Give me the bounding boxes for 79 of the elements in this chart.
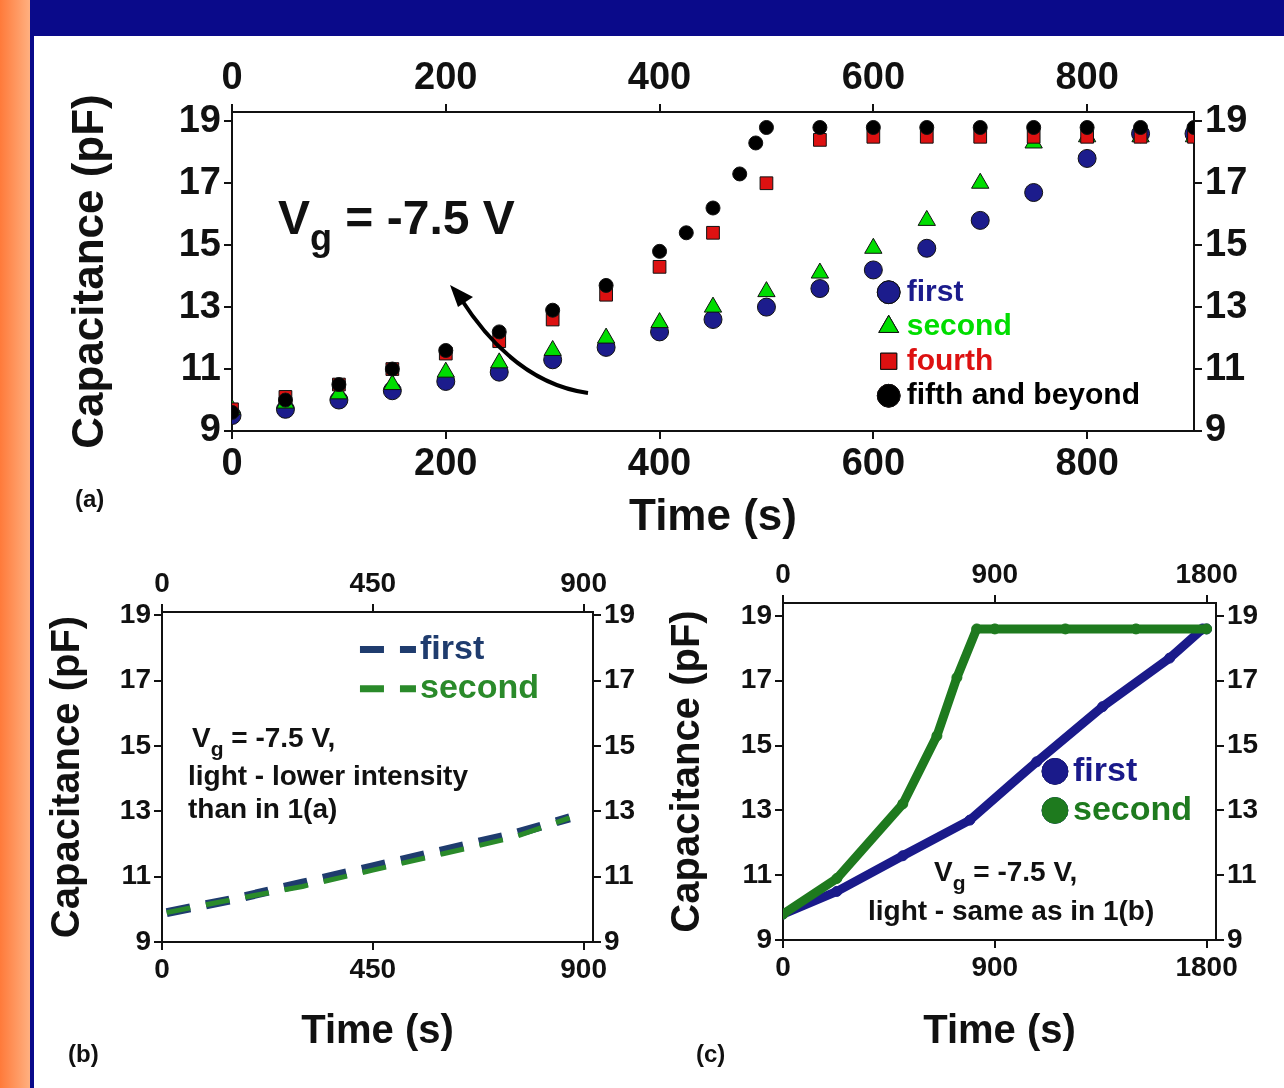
x2-tick-label: 200	[414, 54, 478, 97]
x2-tick-label: 900	[560, 566, 607, 598]
y2-tick-label: 11	[1227, 857, 1257, 889]
x-tick-label: 0	[154, 952, 170, 984]
y2-tick-label: 17	[1227, 663, 1259, 695]
x2-tick-label: 450	[349, 566, 397, 598]
y2-tick-label: 13	[1227, 793, 1259, 825]
y-tick-label: 9	[135, 924, 151, 956]
y2-tick-label: 15	[1205, 221, 1248, 264]
x-tick-label: 900	[560, 952, 607, 984]
x-tick-label: 0	[221, 441, 243, 484]
y-tick-label: 19	[119, 597, 151, 629]
x-tick-label: 900	[971, 950, 1019, 982]
y-tick-label: 9	[199, 407, 221, 450]
y-tick-label: 13	[119, 794, 151, 826]
text: (b)	[68, 1040, 99, 1068]
x-axis-title: Time (s)	[301, 1007, 454, 1052]
y2-tick-label: 19	[1227, 598, 1259, 630]
y-tick-label: 13	[178, 283, 221, 326]
annotation: V$_{g}$ = -7.5 V,	[192, 722, 336, 762]
x-tick-label: 450	[349, 952, 397, 984]
y-tick-label: 11	[121, 859, 151, 891]
legend-label: second	[1072, 788, 1193, 827]
legend-label: first	[906, 273, 964, 307]
y-axis-title: Capacitance (pF)	[43, 615, 88, 939]
annotation: light - lower intensity	[188, 760, 469, 792]
y2-tick-label: 15	[604, 728, 636, 760]
y-tick-label: 15	[178, 221, 221, 264]
y2-tick-label: 13	[604, 794, 636, 826]
x2-tick-label: 400	[627, 54, 692, 97]
y2-tick-label: 9	[1205, 407, 1227, 450]
y-tick-label: 19	[178, 97, 221, 140]
y2-tick-label: 9	[604, 924, 620, 956]
y2-tick-label: 11	[604, 859, 634, 891]
y2-tick-label: 11	[1205, 345, 1246, 388]
y-tick-label: 19	[740, 598, 772, 630]
annotation: light - same as in 1(b)	[868, 895, 1155, 927]
annotation: than in 1(a)	[188, 793, 338, 825]
x-axis-title: Time (s)	[923, 1007, 1076, 1052]
y2-tick-label: 19	[604, 597, 636, 629]
y-tick-label: 11	[180, 345, 221, 388]
x-tick-label: 200	[414, 441, 478, 484]
y-tick-label: 13	[740, 793, 772, 825]
y-tick-label: 15	[119, 728, 151, 760]
x-tick-label: 800	[1055, 441, 1119, 484]
x-tick-label: 400	[627, 441, 692, 484]
y-tick-label: 17	[178, 159, 221, 202]
annotation: V$_{g}$ = -7.5 V,	[934, 856, 1078, 896]
x-tick-label: 0	[775, 950, 791, 982]
x2-tick-label: 900	[971, 557, 1019, 589]
legend-label: first	[419, 627, 485, 666]
x2-tick-label: 1800	[1175, 557, 1238, 589]
text: (a)	[75, 485, 105, 513]
legend-label: second	[906, 308, 1012, 342]
x2-tick-label: 800	[1055, 54, 1119, 97]
legend-label: second	[419, 667, 540, 706]
y-tick-label: 17	[119, 663, 151, 695]
y2-tick-label: 17	[604, 663, 636, 695]
y2-tick-label: 13	[1205, 283, 1248, 326]
text: (c)	[696, 1040, 726, 1068]
y-tick-label: 15	[740, 728, 772, 760]
y2-tick-label: 19	[1205, 97, 1248, 140]
y2-tick-label: 17	[1205, 159, 1248, 202]
annotation: V$_{g}$ = -7.5 V	[278, 190, 515, 260]
legend-label: first	[1072, 749, 1138, 788]
x2-tick-label: 0	[775, 557, 791, 589]
x-axis-title: Time (s)	[629, 489, 797, 539]
legend-label: fourth	[906, 342, 994, 376]
y-tick-label: 9	[756, 922, 772, 954]
legend-label: fifth and beyond	[906, 377, 1141, 411]
y-tick-label: 11	[742, 857, 772, 889]
y-axis-title: Capacitance (pF)	[663, 610, 708, 933]
x2-tick-label: 0	[221, 54, 243, 97]
y-axis-title: Capacitance (pF)	[62, 94, 112, 449]
x-tick-label: 600	[841, 441, 906, 484]
y-tick-label: 17	[740, 663, 772, 695]
x2-tick-label: 0	[154, 566, 170, 598]
y2-tick-label: 15	[1227, 728, 1259, 760]
x2-tick-label: 600	[841, 54, 906, 97]
